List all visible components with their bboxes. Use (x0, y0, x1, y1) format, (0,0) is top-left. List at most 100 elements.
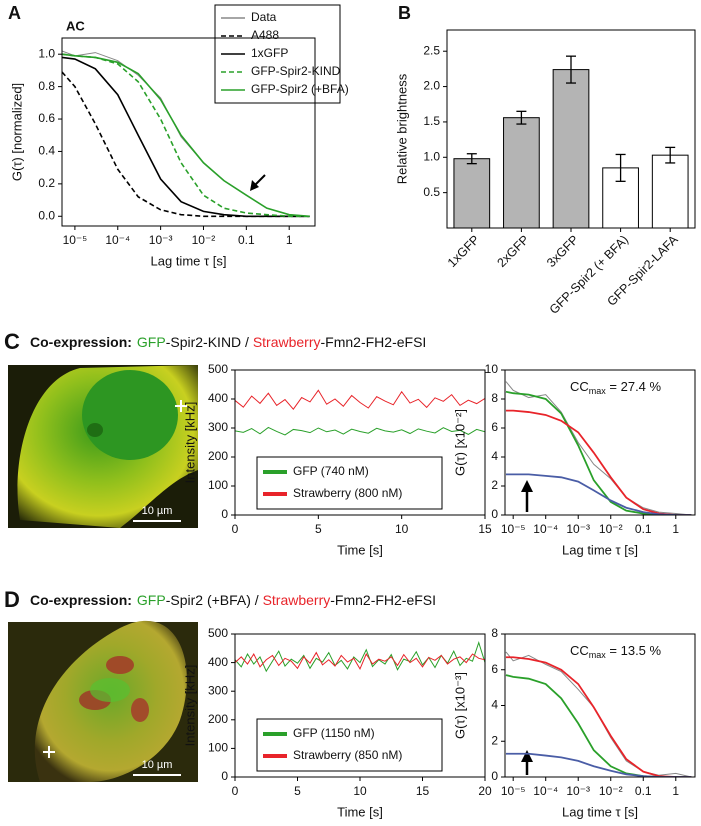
x-tick-label: 0.1 (635, 522, 652, 536)
plot-frame (61, 37, 316, 227)
y-tick-label: 1.0 (423, 149, 440, 163)
bar (651, 154, 689, 229)
x-tick-label: 15 (416, 784, 430, 798)
y-tick-label: 300 (208, 420, 228, 434)
y-tick-label: 100 (208, 741, 228, 755)
x-tick-label: 5 (315, 522, 322, 536)
annotation-sub: max (589, 650, 607, 660)
y-tick-label: 0 (221, 769, 228, 783)
y-tick-label: 2.0 (423, 79, 440, 93)
series-line (505, 409, 692, 515)
y-tick-label: 300 (208, 683, 228, 697)
y-tick-label: 0.2 (38, 176, 55, 190)
arrow (521, 480, 533, 512)
x-tick-label: 0.1 (635, 784, 652, 798)
bar (503, 117, 540, 229)
chart-title: AC (66, 18, 85, 33)
x-tick-label: 10⁻³ (149, 233, 173, 247)
x-tick-label: 10⁻² (599, 522, 623, 536)
x-tick-label: 3xGFP (544, 233, 581, 270)
y-axis-label: G(τ) [x10⁻²] (452, 409, 467, 476)
x-axis-label: Time [s] (337, 542, 383, 557)
y-axis-label: Intensity [kHz] (182, 665, 197, 747)
y-axis-label: Intensity [kHz] (182, 402, 197, 484)
series-line (62, 71, 310, 218)
scale-bar-label: 10 µm (142, 505, 173, 517)
x-tick-label: 1xGFP (445, 233, 482, 270)
plot-frame (504, 633, 696, 778)
legend-label: A488 (251, 28, 279, 42)
y-axis-label: G(τ) [x10⁻³] (452, 672, 467, 739)
legend-box (256, 456, 443, 510)
legend-label: Strawberry (800 nM) (293, 486, 402, 500)
series-line (235, 651, 485, 671)
y-tick-label: 2 (491, 733, 498, 747)
x-tick-label: 20 (478, 784, 492, 798)
annotation-sub: max (589, 386, 607, 396)
y-tick-label: 100 (208, 478, 228, 492)
panel-label: B (398, 3, 411, 23)
y-axis-label: G(τ) [normalized] (9, 83, 24, 181)
legend-box (256, 718, 443, 772)
y-tick-label: 8 (491, 391, 498, 405)
panel-label: C (4, 329, 20, 354)
series-line (235, 426, 485, 436)
micrograph: 10 µm (8, 620, 198, 782)
x-tick-label: 1 (672, 784, 679, 798)
x-tick-label: 10⁻⁴ (533, 784, 558, 798)
panel-label: D (4, 587, 20, 612)
series-line (505, 473, 692, 515)
y-tick-label: 200 (208, 712, 228, 726)
y-tick-label: 8 (491, 626, 498, 640)
annotation: CCmax = 13.5 % (570, 643, 662, 660)
y-tick-label: 6 (491, 662, 498, 676)
x-tick-label: 10⁻⁴ (533, 522, 558, 536)
y-tick-label: 4 (491, 449, 498, 463)
x-tick-label: 5 (294, 784, 301, 798)
series-line (505, 752, 692, 777)
annotation: CCmax = 27.4 % (570, 379, 662, 396)
series-line (505, 381, 692, 515)
error-bar (566, 55, 576, 84)
plot-frame (234, 369, 486, 516)
legend-label: GFP-Spir2-KIND (251, 64, 341, 78)
annotation-text: = 27.4 % (606, 379, 662, 394)
heading-part: -Spir2 (+BFA) / (166, 592, 263, 608)
y-tick-label: 10 (485, 362, 499, 376)
heading-part: Strawberry (253, 334, 321, 350)
bar (453, 158, 491, 229)
heading-part: Strawberry (263, 592, 331, 608)
x-tick-label: 10 (395, 522, 409, 536)
y-tick-label: 0.0 (38, 208, 55, 222)
series-line (505, 656, 692, 777)
heading-prefix: Co-expression: (30, 592, 132, 608)
error-bar (665, 146, 676, 164)
error-bar (615, 153, 626, 182)
x-tick-label: 10 (353, 784, 367, 798)
y-tick-label: 0.4 (38, 144, 55, 158)
legend-label: GFP (1150 nM) (293, 726, 375, 740)
x-tick-label: 10⁻³ (566, 784, 590, 798)
y-tick-label: 0 (491, 769, 498, 783)
y-tick-label: 2.5 (423, 43, 440, 57)
heading-part: GFP (137, 592, 166, 608)
x-tick-label: 10⁻² (599, 784, 623, 798)
series-line (505, 390, 692, 515)
micrograph: 10 µm (8, 365, 198, 528)
annotation-text: CC (570, 643, 589, 658)
x-tick-label: 0.1 (238, 233, 255, 247)
x-tick-label: 0 (232, 522, 239, 536)
y-tick-label: 1.0 (38, 46, 55, 60)
panel-label: A (8, 3, 21, 23)
x-tick-label: 10⁻⁴ (105, 233, 130, 247)
legend-label: GFP (740 nM) (293, 464, 369, 478)
plot-frame (504, 369, 696, 516)
y-tick-label: 1.5 (423, 114, 440, 128)
x-tick-label: 10⁻³ (566, 522, 590, 536)
plot-frame (234, 633, 486, 778)
heading-part: -Fmn2-FH2-eFSI (330, 592, 436, 608)
annotation-text: = 13.5 % (606, 643, 662, 658)
arrow (521, 750, 533, 775)
y-tick-label: 0 (221, 507, 228, 521)
